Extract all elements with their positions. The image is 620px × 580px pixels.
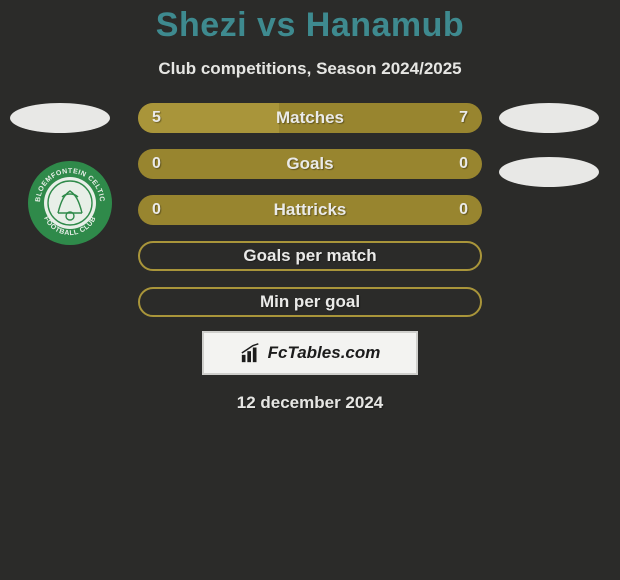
stat-value-right: 0 bbox=[459, 155, 468, 173]
brand-text: FcTables.com bbox=[268, 343, 381, 363]
club-badge-right bbox=[499, 157, 599, 187]
comparison-panel: BLOEMFONTEIN CELTIC FOOTBALL CLUB 5 7 Matc… bbox=[0, 103, 620, 413]
date-label: 12 december 2024 bbox=[0, 393, 620, 413]
stat-value-left: 5 bbox=[152, 109, 161, 127]
stat-bars: 5 7 Matches 0 0 Goals 0 0 Hattricks Goals per mat… bbox=[138, 103, 482, 317]
player-right-avatar bbox=[499, 103, 599, 133]
stat-value-right: 0 bbox=[459, 201, 468, 219]
player-left-avatar bbox=[10, 103, 110, 133]
stat-bar: Goals per match bbox=[138, 241, 482, 271]
subtitle: Club competitions, Season 2024/2025 bbox=[0, 59, 620, 79]
stat-value-left: 0 bbox=[152, 155, 161, 173]
stat-bar: 0 0 Hattricks bbox=[138, 195, 482, 225]
stat-bar: 5 7 Matches bbox=[138, 103, 482, 133]
stat-label: Matches bbox=[276, 108, 344, 128]
stat-bar: Min per goal bbox=[138, 287, 482, 317]
stat-bar: 0 0 Goals bbox=[138, 149, 482, 179]
stat-label: Min per goal bbox=[260, 292, 360, 312]
brand-link[interactable]: FcTables.com bbox=[202, 331, 418, 375]
bar-chart-icon bbox=[240, 342, 262, 364]
stat-label: Hattricks bbox=[274, 200, 347, 220]
club-badge-left: BLOEMFONTEIN CELTIC FOOTBALL CLUB bbox=[28, 161, 112, 245]
page-title: Shezi vs Hanamub bbox=[0, 0, 620, 45]
stat-value-right: 7 bbox=[459, 109, 468, 127]
stat-label: Goals per match bbox=[243, 246, 376, 266]
club-crest-icon: BLOEMFONTEIN CELTIC FOOTBALL CLUB bbox=[28, 161, 112, 245]
stat-label: Goals bbox=[286, 154, 333, 174]
stat-value-left: 0 bbox=[152, 201, 161, 219]
